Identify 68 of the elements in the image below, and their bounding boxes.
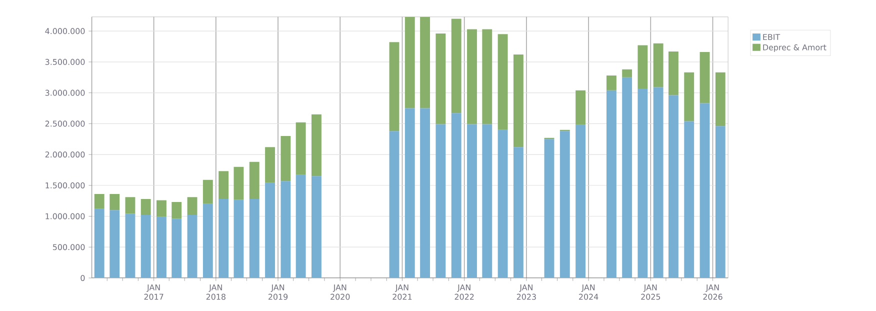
- bar: [125, 197, 136, 214]
- bar: [265, 147, 275, 184]
- bar: [668, 52, 678, 96]
- bar: [312, 114, 322, 176]
- bar: [436, 34, 446, 124]
- bar: [436, 124, 446, 278]
- bar: [606, 90, 616, 278]
- bar: [715, 126, 726, 278]
- bar: [218, 199, 229, 278]
- bar: [638, 88, 648, 278]
- bar: [467, 124, 477, 278]
- bar: [576, 125, 586, 278]
- bar: [622, 69, 632, 78]
- bar: [265, 183, 275, 278]
- bar: [249, 199, 260, 278]
- bar: [312, 176, 322, 278]
- bar: [513, 147, 524, 278]
- bar: [94, 194, 104, 209]
- bar: [296, 122, 306, 176]
- bar: [700, 103, 710, 278]
- bar: [622, 77, 632, 278]
- bar: [218, 171, 229, 200]
- bar: [482, 29, 492, 124]
- bar: [420, 108, 430, 278]
- bar: [296, 175, 306, 278]
- bar: [389, 42, 400, 132]
- bar: [451, 18, 462, 114]
- bar: [700, 52, 710, 104]
- bar: [94, 208, 104, 278]
- bar: [668, 95, 678, 278]
- bar: [715, 72, 726, 126]
- bar: [249, 162, 260, 200]
- bar: [498, 34, 508, 130]
- bar: [482, 124, 492, 278]
- bar: [140, 199, 151, 216]
- bar: [156, 200, 166, 217]
- bar: [684, 72, 694, 122]
- bar: [576, 90, 586, 126]
- bar: [234, 200, 244, 278]
- bar: [404, 17, 415, 108]
- bar: [110, 210, 120, 278]
- bar: [187, 215, 198, 278]
- bar: [172, 218, 182, 278]
- bar: [606, 76, 616, 90]
- bar: [172, 202, 182, 219]
- bar: [653, 87, 664, 278]
- bar: [156, 216, 166, 278]
- bar: [684, 121, 694, 278]
- bar: [404, 108, 415, 278]
- bar: [451, 113, 462, 278]
- bar: [280, 181, 291, 278]
- bar: [420, 17, 430, 108]
- bar: [638, 45, 648, 89]
- bar: [560, 131, 570, 278]
- bar: [202, 180, 213, 204]
- bar: [467, 29, 477, 124]
- bar: [498, 130, 508, 278]
- bar: [125, 214, 136, 278]
- bar: [544, 139, 554, 278]
- bar: [140, 215, 151, 278]
- bar: [389, 131, 400, 278]
- bar: [187, 197, 198, 216]
- bar: [110, 194, 120, 210]
- bar: [234, 166, 244, 200]
- bar: [653, 44, 664, 88]
- bar: [513, 54, 524, 148]
- bar: [202, 204, 213, 278]
- bar: [280, 136, 291, 182]
